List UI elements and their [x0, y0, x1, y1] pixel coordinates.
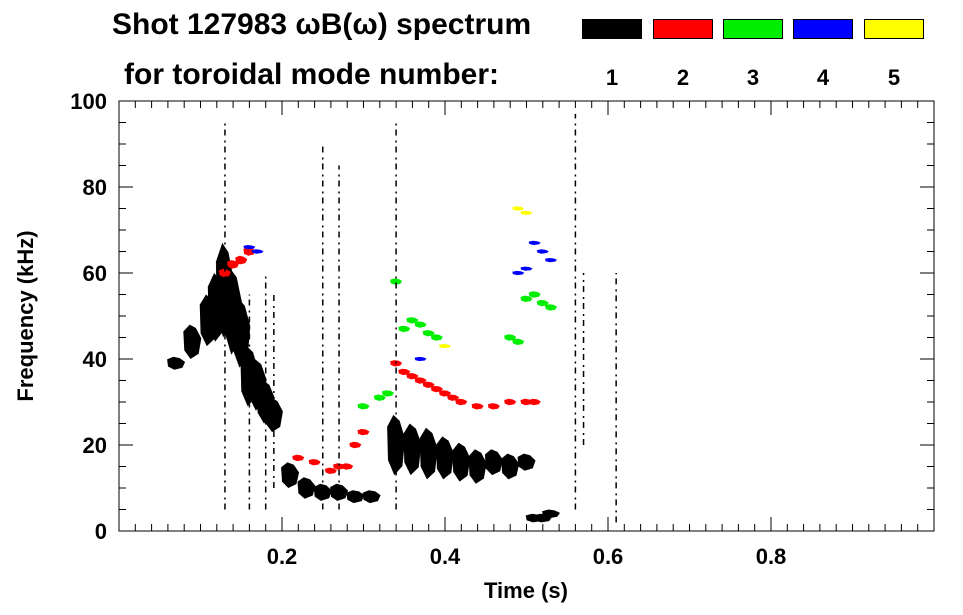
- spectral-mark-mode-4: [528, 240, 541, 245]
- spectral-mark-mode-1: [167, 356, 186, 370]
- spectral-mark-mode-2: [406, 373, 419, 380]
- y-tick-label: 20: [83, 433, 107, 458]
- spectral-mark-mode-1: [542, 509, 560, 519]
- spectral-mark-mode-2: [349, 441, 362, 449]
- spectral-mark-mode-2: [471, 403, 484, 410]
- spectral-mark-mode-1: [436, 436, 454, 480]
- spectral-mark-mode-2: [218, 268, 231, 278]
- spectral-mark-mode-1: [387, 414, 406, 476]
- spectral-mark-mode-3: [414, 321, 427, 328]
- spectral-mark-mode-1: [403, 423, 422, 476]
- legend-label-mode-2: 2: [676, 65, 690, 90]
- legend-label-mode-4: 4: [816, 65, 830, 90]
- spectral-mark-mode-2: [398, 368, 411, 376]
- spectral-mark-mode-2: [341, 463, 354, 470]
- legend-label-mode-3: 3: [746, 65, 760, 90]
- x-tick-label: 0.6: [593, 544, 624, 569]
- spectral-mark-mode-2: [357, 428, 370, 436]
- spectral-mark-mode-4: [251, 249, 264, 254]
- spectral-mark-mode-2: [439, 390, 451, 397]
- spectral-mark-mode-2: [243, 247, 256, 256]
- spectral-mark-mode-1: [517, 453, 536, 471]
- y-tick-label: 80: [83, 175, 107, 200]
- spectral-mark-mode-3: [504, 334, 517, 341]
- spectral-mark-mode-1: [484, 449, 503, 476]
- legend-label-mode-5: 5: [887, 65, 901, 90]
- spectral-mark-mode-2: [308, 459, 321, 466]
- x-tick-label: 0.4: [430, 544, 461, 569]
- spectral-mark-mode-4: [520, 266, 533, 271]
- spectral-mark-mode-2: [235, 255, 248, 265]
- spectral-mark-mode-2: [422, 381, 435, 388]
- spectral-mark-mode-3: [528, 291, 541, 298]
- chart-title-line2: for toroidal mode number:: [124, 58, 499, 91]
- spectral-mark-mode-1: [362, 490, 381, 504]
- spectral-mark-mode-4: [414, 356, 427, 362]
- spectral-mark-mode-3: [398, 325, 411, 333]
- spectral-mark-mode-2: [528, 398, 541, 406]
- spectral-mark-mode-2: [455, 398, 468, 406]
- spectral-mark-mode-4: [512, 270, 525, 276]
- spectral-mark-mode-1: [419, 427, 438, 480]
- spectral-mark-mode-3: [512, 338, 525, 345]
- spectral-mark-mode-3: [381, 390, 394, 397]
- spectral-mark-mode-3: [373, 394, 386, 401]
- legend-swatch-mode-2: [653, 19, 713, 39]
- x-axis-label: Time (s): [484, 578, 568, 603]
- legend-swatch-mode-5: [864, 19, 924, 39]
- spectral-mark-mode-2: [504, 398, 517, 406]
- spectral-mark-mode-1: [346, 490, 365, 504]
- spectral-mark-mode-3: [422, 330, 435, 337]
- spectral-mark-mode-3: [430, 334, 443, 341]
- spectral-mark-mode-2: [414, 377, 427, 384]
- legend-swatch-mode-1: [582, 19, 642, 39]
- spectral-mark-mode-4: [545, 258, 557, 263]
- spectral-mark-mode-1: [297, 477, 316, 499]
- y-tick-label: 100: [70, 89, 107, 114]
- spectral-mark-mode-4: [536, 249, 549, 254]
- y-tick-label: 60: [83, 261, 107, 286]
- spectral-mark-mode-3: [520, 295, 533, 302]
- spectral-mark-mode-5: [512, 206, 525, 211]
- spectral-mark-mode-1: [281, 462, 300, 488]
- legend-swatch-mode-4: [793, 19, 853, 39]
- spectral-mark-mode-2: [447, 394, 460, 401]
- chart-title-line1: Shot 127983 ωB(ω) spectrum: [112, 8, 532, 41]
- axis-ticks: 0 20 40 60 80 100 0.2 0.4 0.6 0.8: [70, 89, 934, 569]
- spectral-mark-mode-3: [357, 403, 370, 410]
- spectral-mark-mode-1: [501, 453, 520, 480]
- spectral-mark-mode-1: [468, 449, 487, 484]
- y-tick-label: 40: [83, 347, 107, 372]
- x-tick-label: 0.2: [267, 544, 298, 569]
- y-axis-label: Frequency (kHz): [13, 230, 38, 401]
- spectral-mark-mode-5: [520, 210, 533, 215]
- spectral-mark-mode-3: [536, 299, 549, 307]
- spectral-mark-mode-3: [406, 317, 419, 324]
- spectral-mark-mode-1: [452, 442, 471, 482]
- plot-data: [167, 113, 617, 523]
- spectral-mark-mode-2: [292, 454, 305, 462]
- y-tick-label: 0: [95, 519, 107, 544]
- spectral-mark-mode-3: [545, 304, 557, 311]
- spectral-mark-mode-2: [487, 403, 500, 410]
- spectral-mark-mode-2: [430, 385, 443, 393]
- spectral-mark-mode-4: [243, 245, 256, 250]
- spectral-mark-mode-3: [390, 278, 403, 285]
- legend-swatch-mode-3: [723, 19, 783, 39]
- spectral-mark-mode-1: [183, 324, 202, 359]
- spectral-mark-mode-5: [439, 344, 451, 349]
- spectral-mark-mode-2: [324, 467, 337, 474]
- legend-label-mode-1: 1: [605, 65, 619, 90]
- x-tick-label: 0.8: [756, 544, 787, 569]
